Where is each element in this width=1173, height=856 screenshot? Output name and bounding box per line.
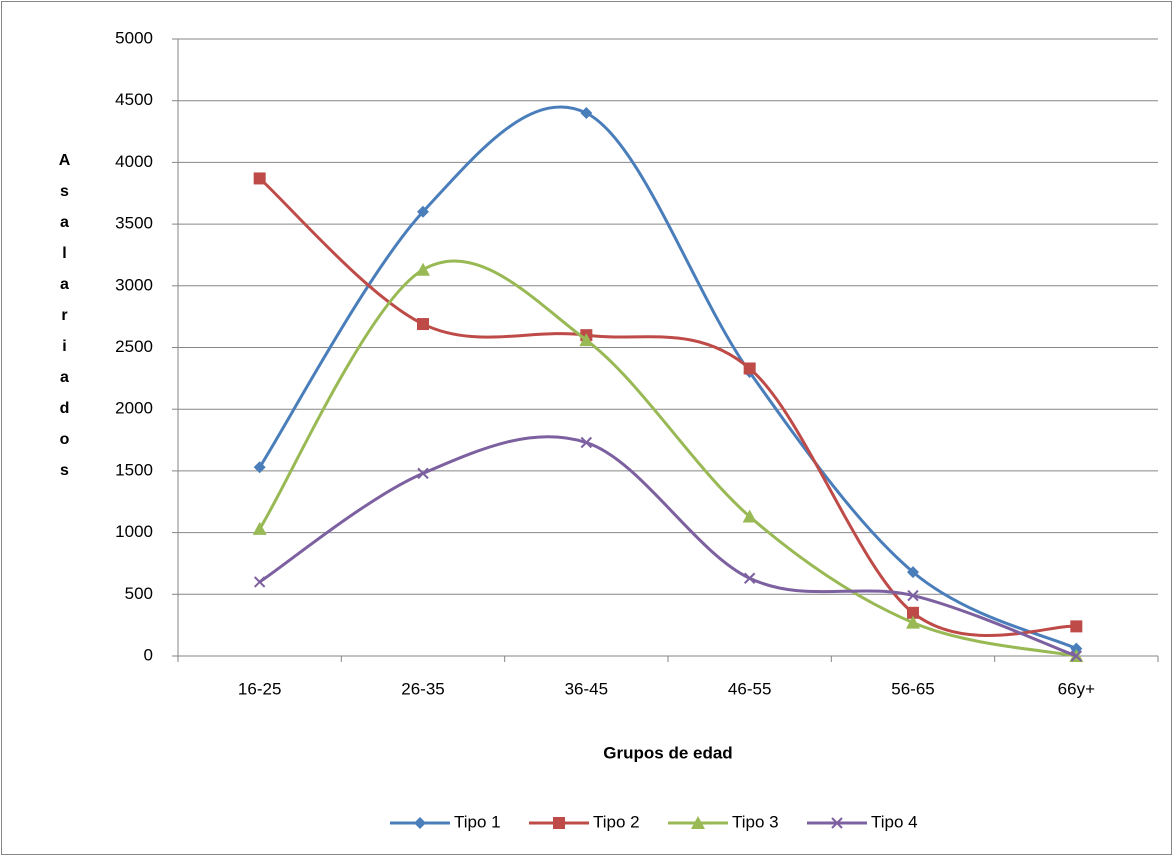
data-point	[579, 333, 594, 347]
y-tick-label: 4500	[115, 90, 153, 109]
data-point	[1070, 620, 1083, 633]
y-tick-label: 1500	[115, 460, 153, 479]
data-point	[907, 589, 919, 602]
data-point	[580, 107, 593, 120]
x-tick-label: 66y+	[1058, 679, 1095, 698]
data-point	[907, 566, 919, 579]
x-tick-label: 56-65	[891, 679, 934, 698]
legend-label: Tipo 3	[732, 812, 779, 831]
y-tick-label: 500	[125, 584, 153, 603]
legend-marker	[414, 817, 426, 829]
data-point	[417, 205, 429, 218]
legend-label: Tipo 2	[593, 812, 640, 831]
data-point	[416, 262, 430, 276]
y-tick-label: 3000	[115, 275, 153, 294]
series-line	[258, 177, 1077, 637]
data-point	[417, 318, 429, 331]
y-tick-label: 3500	[115, 214, 153, 233]
y-tick-label: 2000	[115, 399, 153, 418]
data-point	[743, 572, 756, 584]
y-tick-label: 4000	[115, 152, 153, 171]
legend-marker	[691, 816, 705, 829]
data-point	[1070, 650, 1083, 662]
x-tick-label: 36-45	[565, 679, 608, 698]
data-point	[252, 521, 267, 535]
x-axis-title: Grupos de edad	[603, 743, 732, 762]
data-point	[743, 362, 756, 375]
data-point	[742, 509, 757, 523]
data-point	[906, 615, 920, 629]
y-tick-label: 0	[144, 645, 153, 664]
legend-marker	[831, 817, 843, 829]
legend-label: Tipo 1	[454, 812, 501, 831]
data-point	[580, 436, 593, 449]
y-tick-label: 1000	[115, 522, 153, 541]
y-axis-title: Asalariados	[56, 152, 73, 493]
data-point	[253, 461, 266, 474]
data-point	[253, 576, 266, 588]
y-tick-label: 2500	[115, 337, 153, 356]
x-tick-label: 16-25	[238, 679, 281, 698]
x-tick-label: 46-55	[728, 679, 771, 698]
x-tick-label: 26-35	[401, 679, 444, 698]
data-point	[417, 467, 429, 480]
y-tick-label: 5000	[115, 28, 153, 47]
legend-label: Tipo 4	[871, 812, 918, 831]
data-point	[907, 606, 919, 619]
data-point	[253, 172, 266, 185]
legend-marker	[553, 817, 565, 829]
series-line	[258, 435, 1077, 658]
